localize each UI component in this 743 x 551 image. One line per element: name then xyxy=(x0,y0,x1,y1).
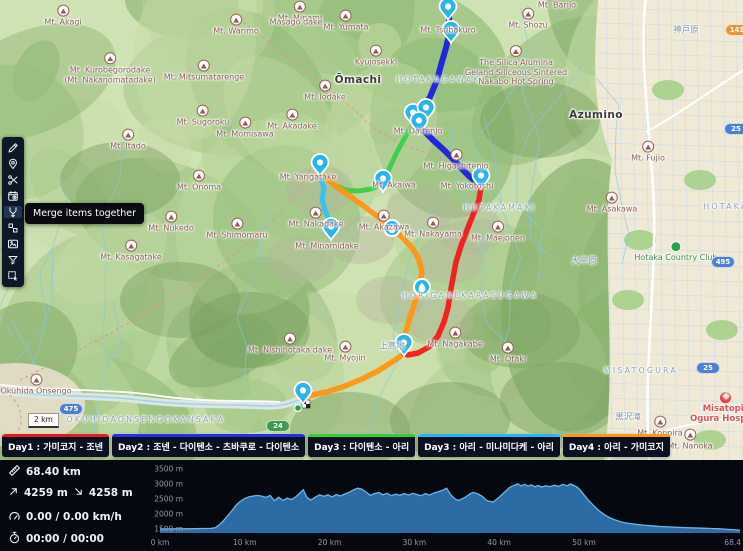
calendar-clock-icon[interactable] xyxy=(4,190,22,202)
basin-area xyxy=(0,363,85,447)
elevation-area xyxy=(160,484,740,533)
filter-icon[interactable] xyxy=(4,254,22,266)
x-axis-tick: 50 km xyxy=(572,538,596,547)
speed-gauge-icon xyxy=(8,509,21,525)
water-source-marker[interactable] xyxy=(383,219,401,237)
map-toolbar xyxy=(2,137,24,287)
descent-arrow-icon xyxy=(73,486,84,500)
valley-detail xyxy=(595,0,743,460)
waypoint-pin-marker[interactable] xyxy=(441,20,461,46)
x-axis-tick: 40 km xyxy=(487,538,511,547)
ungroup-icon[interactable] xyxy=(4,222,22,234)
stat-time-value: 00:00 / 00:00 xyxy=(26,533,104,545)
day-tab-4[interactable]: Day3 : 아리 - 미나미다케 - 아리 xyxy=(418,434,560,457)
stat-time-row: 00:00 / 00:00 xyxy=(8,531,104,547)
valley-area xyxy=(595,0,743,460)
bottom-panel: 1500 m 2000 m 2500 m 3000 m 3500 m 0 km 10 km 2… xyxy=(0,460,743,551)
stat-distance-value: 68.40 km xyxy=(26,466,81,478)
road-475 xyxy=(0,383,281,403)
road-shield: 495 xyxy=(711,256,735,268)
road-shield: 24 xyxy=(266,420,290,432)
y-axis-tick: 2000 m xyxy=(154,510,183,519)
waypoint-pin-marker[interactable] xyxy=(321,217,341,243)
day-tab-1[interactable]: Day1 : 가미코지 - 조넨 xyxy=(2,434,109,457)
scissors-icon[interactable] xyxy=(4,174,22,186)
stopwatch-icon xyxy=(8,531,21,547)
x-axis-tick: 20 km xyxy=(318,538,342,547)
photo-mountain-icon[interactable] xyxy=(4,238,22,250)
map-scale-bar: 2 km xyxy=(28,413,59,428)
water-source-marker[interactable] xyxy=(413,278,431,296)
waypoint-pin-marker[interactable] xyxy=(394,333,414,359)
select-area-icon[interactable] xyxy=(4,270,22,282)
waypoint-pin-marker[interactable] xyxy=(310,153,330,179)
x-axis-tick: 0 km xyxy=(151,538,170,547)
y-axis-tick: 2500 m xyxy=(154,495,183,504)
x-axis-tick: 30 km xyxy=(403,538,427,547)
map-canvas[interactable] xyxy=(0,0,743,460)
x-axis-tick: 10 km xyxy=(233,538,257,547)
ascent-arrow-icon xyxy=(8,486,19,500)
markers-layer xyxy=(293,0,491,413)
day-tabs-row: Day1 : 가미코지 - 조넨 Day2 : 조넨 - 다이텐소 - 츠바쿠로 … xyxy=(2,434,670,457)
elevation-chart[interactable]: 1500 m 2000 m 2500 m 3000 m 3500 m 0 km 10 km 2… xyxy=(0,460,743,551)
stat-speed-row: 0.00 / 0.00 km/h xyxy=(8,509,122,525)
waypoint-pin-marker[interactable] xyxy=(471,166,491,192)
y-axis-tick: 3500 m xyxy=(154,465,183,474)
start-dot-marker[interactable] xyxy=(294,404,303,413)
y-axis-tick: 1500 m xyxy=(154,525,183,534)
x-axis-tick: 68.4 xyxy=(724,538,741,547)
waypoint-pin-marker[interactable] xyxy=(293,381,313,407)
route-day1-red[interactable] xyxy=(401,184,484,358)
road-shield: 475 xyxy=(59,403,83,415)
day-tab-5[interactable]: Day4 : 아리 - 가미코지 xyxy=(562,434,670,457)
road-shield: 25 xyxy=(724,123,743,135)
stat-distance-row: 68.40 km xyxy=(8,464,81,480)
day-tab-3[interactable]: Day3 : 다이텐소 - 아리 xyxy=(308,434,416,457)
road-shield: 141 xyxy=(725,24,743,36)
waypoint-pin-marker[interactable] xyxy=(409,111,429,137)
stat-ascent-value: 4259 m xyxy=(24,487,68,499)
stat-descent-value: 4258 m xyxy=(88,487,133,499)
route-day4-orange[interactable] xyxy=(300,173,425,400)
waypoint-pin-icon[interactable] xyxy=(4,158,22,170)
waypoint-pin-marker[interactable] xyxy=(438,0,458,23)
pencil-icon[interactable] xyxy=(4,142,22,154)
prefecture-boundary xyxy=(0,21,456,433)
y-axis-tick: 3000 m xyxy=(154,480,183,489)
stat-elevation-row: 4259 m 4258 m xyxy=(8,486,133,500)
merge-tooltip: Merge items together xyxy=(25,203,145,224)
road-shield: 25 xyxy=(696,362,720,374)
ruler-icon xyxy=(8,464,21,480)
merge-icon[interactable] xyxy=(4,206,22,218)
stat-speed-value: 0.00 / 0.00 km/h xyxy=(26,511,122,523)
elevation-line xyxy=(159,483,741,531)
day-tab-2[interactable]: Day2 : 조넨 - 다이텐소 - 츠바쿠로 - 다이텐소 xyxy=(111,434,306,457)
waypoint-pin-marker[interactable] xyxy=(373,169,393,195)
